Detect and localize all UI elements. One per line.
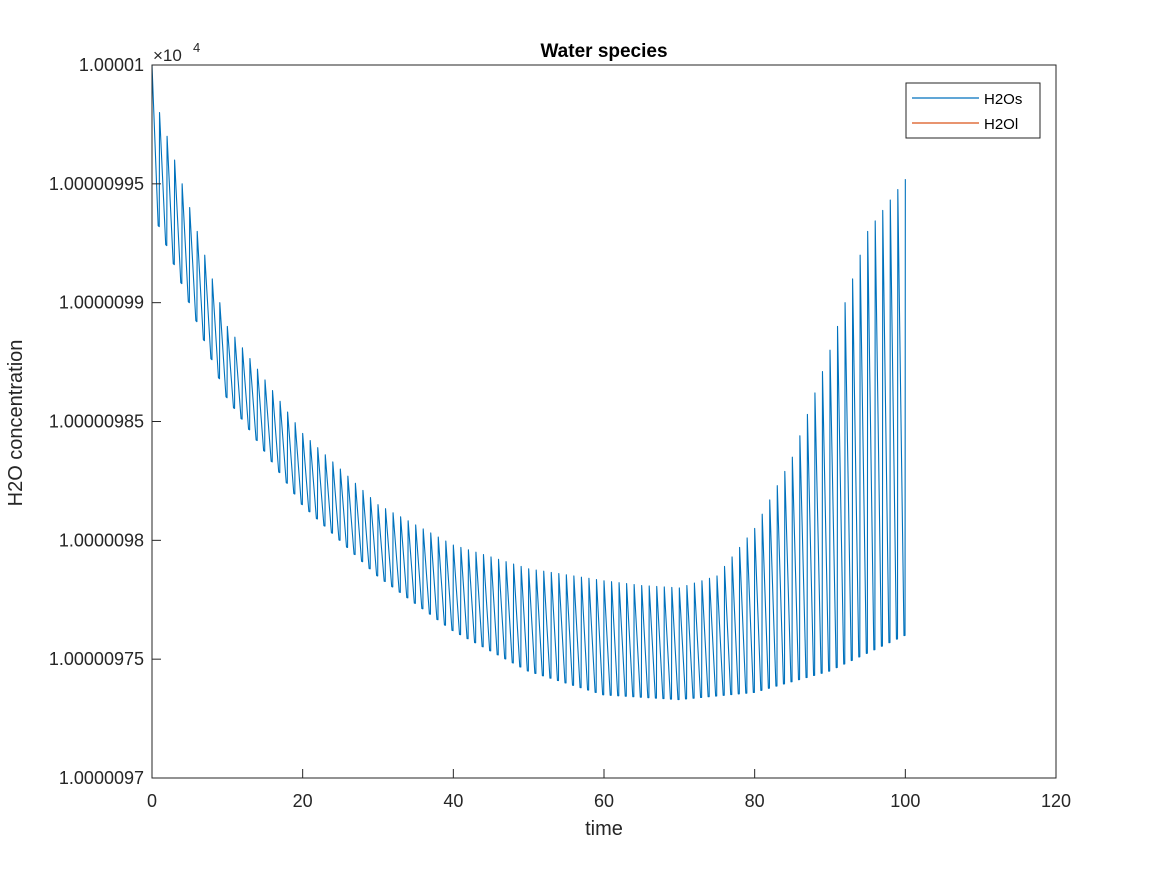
x-tick-label: 120 <box>1041 791 1071 811</box>
x-tick-label: 40 <box>443 791 463 811</box>
y-tick-label: 1.00000995 <box>49 174 144 194</box>
x-tick-label: 0 <box>147 791 157 811</box>
x-axis-label: time <box>585 818 623 840</box>
legend-label-h2ol: H2Ol <box>984 116 1018 133</box>
y-tick-label: 1.00001 <box>79 55 144 75</box>
legend: H2Os H2Ol <box>905 82 1041 139</box>
y-tick-label: 1.0000099 <box>59 293 144 313</box>
y-tick-label: 1.00000975 <box>49 649 144 669</box>
y-axis-label: H2O concentration <box>5 340 27 507</box>
chart-title: Water species <box>540 41 667 62</box>
x-tick-label: 80 <box>745 791 765 811</box>
legend-label-h2os: H2Os <box>984 91 1022 108</box>
x-tick-label: 20 <box>293 791 313 811</box>
series-line-h2os <box>151 64 906 701</box>
exponent-base-label: ×10 <box>153 46 182 65</box>
x-tick-label: 60 <box>594 791 614 811</box>
y-tick-label: 1.0000097 <box>59 768 144 788</box>
legend-box <box>905 82 1041 139</box>
y-tick-label: 1.00000985 <box>49 412 144 432</box>
exponent-power-label: 4 <box>193 40 200 55</box>
x-tick-label: 100 <box>890 791 920 811</box>
tick-layer: 0 20 40 60 80 100 120 1.0000097 1.00000975 1.0000… <box>49 55 1071 811</box>
y-tick-label: 1.0000098 <box>59 530 144 550</box>
